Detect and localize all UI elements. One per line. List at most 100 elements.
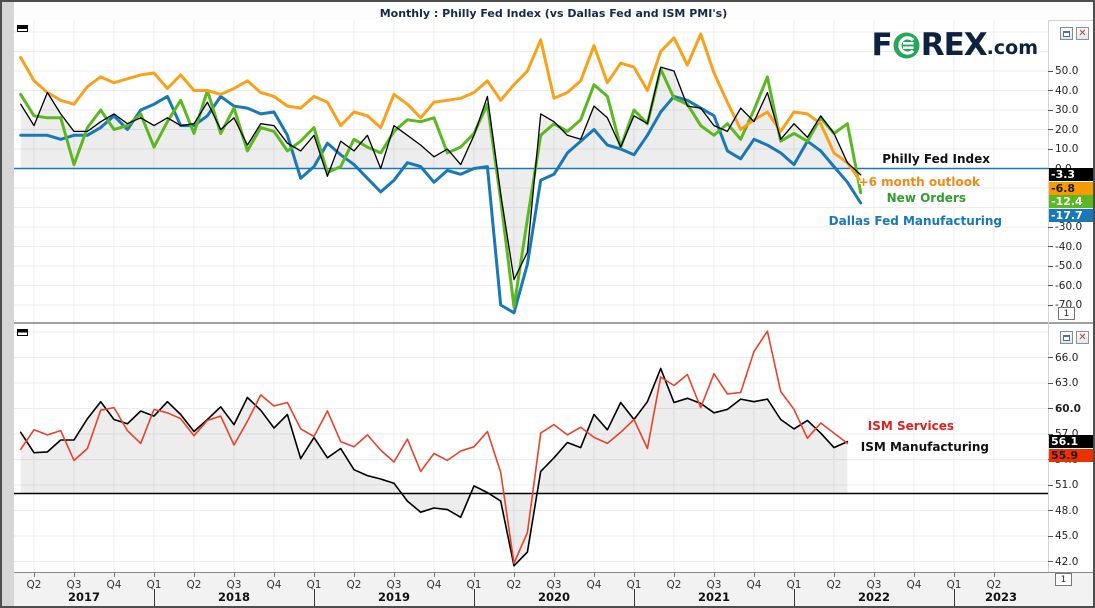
quarter-tick: [674, 573, 675, 577]
year-label: 2020: [537, 590, 571, 604]
philly-fed-panel: [14, 20, 1048, 322]
y-axis-tick-label: 50.0: [1048, 64, 1093, 78]
last-value-badge: -6.8: [1049, 181, 1093, 195]
y-axis-tick-label: 45.0: [1048, 529, 1093, 543]
quarter-label: Q4: [586, 579, 602, 591]
quarter-label: Q1: [786, 579, 802, 591]
y-axis-tick-label: 30.0: [1048, 103, 1093, 117]
pane-number-badge[interactable]: 1: [1055, 573, 1072, 586]
quarter-label: Q1: [466, 579, 482, 591]
quarter-tick: [954, 573, 955, 577]
y-axis-tick-label: -50.0: [1048, 259, 1093, 273]
quarter-label: Q1: [946, 579, 962, 591]
quarter-tick: [114, 573, 115, 577]
y-axis-tick-label: 66.0: [1048, 351, 1093, 365]
quarter-label: Q3: [546, 579, 562, 591]
quarter-label: Q1: [306, 579, 322, 591]
year-divider: [474, 589, 475, 606]
quarter-label: Q1: [146, 579, 162, 591]
quarter-label: Q4: [746, 579, 762, 591]
y-axis-tick-label: 51.0: [1048, 478, 1093, 492]
quarter-tick: [754, 573, 755, 577]
panel-separator[interactable]: [14, 322, 1093, 324]
panel2-window-controls: ✕: [1060, 331, 1089, 344]
series-legend-label[interactable]: Dallas Fed Manufacturing: [828, 214, 1002, 228]
quarter-tick: [994, 573, 995, 577]
quarter-label: Q2: [346, 579, 362, 591]
quarter-tick: [354, 573, 355, 577]
year-label: 2023: [984, 590, 1018, 604]
quarter-tick: [874, 573, 875, 577]
panel-handle-icon[interactable]: [17, 25, 28, 32]
yaxis-border: [1048, 20, 1049, 572]
y-axis-tick-label: -60.0: [1048, 279, 1093, 293]
quarter-tick: [794, 573, 795, 577]
chart-titlebar: Monthly : Philly Fed Index (vs Dallas Fe…: [14, 2, 1093, 21]
panel-handle-icon[interactable]: [17, 329, 28, 336]
y-axis-tick-label: 60.0: [1048, 402, 1093, 416]
year-divider: [154, 589, 155, 606]
year-label: 2022: [857, 590, 891, 604]
quarter-label: Q1: [626, 579, 642, 591]
quarter-tick: [914, 573, 915, 577]
y-axis-tick-label: 20.0: [1048, 123, 1093, 137]
series-legend-label[interactable]: Philly Fed Index: [882, 152, 990, 166]
quarter-label: Q2: [186, 579, 202, 591]
restore-icon[interactable]: [1060, 331, 1073, 344]
series-legend-label[interactable]: +6 month outlook: [858, 175, 980, 189]
last-value-badge: 55.9: [1049, 448, 1093, 462]
year-label: 2019: [377, 590, 411, 604]
quarter-label: Q3: [706, 579, 722, 591]
quarter-tick: [434, 573, 435, 577]
y-axis-tick-label: -30.0: [1048, 220, 1093, 234]
quarter-label: Q2: [26, 579, 42, 591]
y-axis-tick-label: 63.0: [1048, 376, 1093, 390]
x-axis: Q2 Q3 Q4 Q1 Q2 Q3 Q4 Q1 Q2 Q3 Q4 Q1 Q2 Q3 Q4 Q1 Q2 Q3 Q4 Q1…: [14, 572, 1093, 606]
quarter-label: Q4: [426, 579, 442, 591]
series-legend-label[interactable]: New Orders: [886, 191, 966, 205]
y-axis-tick-label: 42.0: [1048, 555, 1093, 569]
forex-logo-rex: REX: [920, 27, 988, 63]
quarter-label: Q2: [666, 579, 682, 591]
pane-number-badge[interactable]: 1: [1058, 307, 1075, 320]
quarter-label: Q3: [66, 579, 82, 591]
close-icon[interactable]: ✕: [1076, 27, 1089, 40]
quarter-label: Q4: [266, 579, 282, 591]
year-divider: [634, 589, 635, 606]
last-value-badge: -3.3: [1049, 168, 1093, 182]
quarter-tick: [394, 573, 395, 577]
forex-logo-f: F: [871, 27, 893, 63]
quarter-label: Q3: [386, 579, 402, 591]
last-value-badge: -17.7: [1049, 208, 1093, 222]
quarter-tick: [554, 573, 555, 577]
quarter-tick: [634, 573, 635, 577]
series-legend-label[interactable]: ISM Services: [867, 419, 954, 433]
restore-icon[interactable]: [1060, 27, 1073, 40]
last-value-badge: 56.1: [1049, 435, 1093, 449]
quarter-label: Q4: [106, 579, 122, 591]
quarter-label: Q3: [866, 579, 882, 591]
quarter-label: Q4: [906, 579, 922, 591]
quarter-tick: [714, 573, 715, 577]
close-icon[interactable]: ✕: [1076, 331, 1089, 344]
quarter-tick: [154, 573, 155, 577]
forex-logo-com: .com: [986, 37, 1038, 59]
quarter-tick: [314, 573, 315, 577]
quarter-tick: [514, 573, 515, 577]
series-legend-label[interactable]: ISM Manufacturing: [860, 440, 989, 454]
quarter-tick: [594, 573, 595, 577]
quarter-tick: [74, 573, 75, 577]
year-divider: [794, 589, 795, 606]
left-margin-strip: [2, 2, 14, 606]
quarter-label: Q2: [826, 579, 842, 591]
last-value-badge: -12.4: [1049, 195, 1093, 209]
quarter-tick: [274, 573, 275, 577]
year-label: 2018: [217, 590, 251, 604]
quarter-tick: [234, 573, 235, 577]
chart-title: Monthly : Philly Fed Index (vs Dallas Fe…: [379, 7, 728, 20]
year-divider: [954, 589, 955, 606]
forex-logo-o-icon: [893, 32, 920, 59]
quarter-tick: [194, 573, 195, 577]
forex-logo: F REX .com: [871, 27, 1038, 63]
